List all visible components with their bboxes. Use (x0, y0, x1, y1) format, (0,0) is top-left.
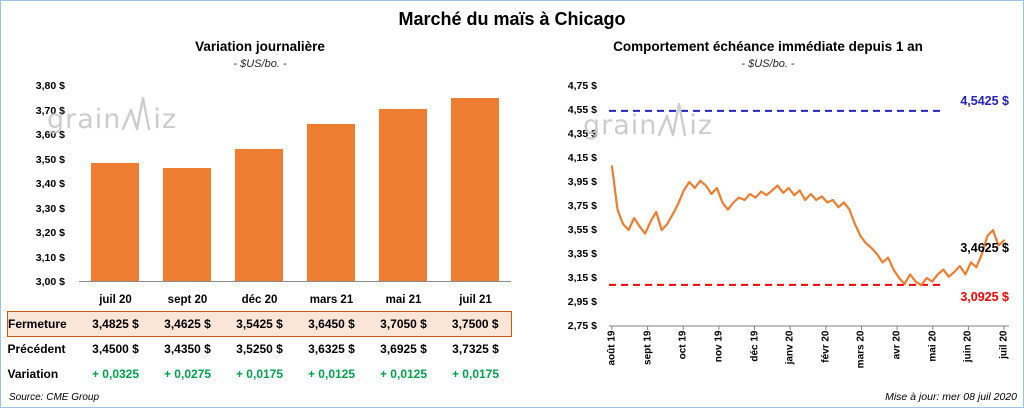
updated-note: Mise à jour: mer 08 juil 2020 (885, 391, 1017, 403)
bar-y-tick-label: 3,50 $ (35, 153, 65, 166)
month-label: juil 20 (998, 330, 1010, 359)
line-chart-x-axis: août 19 sept 19 oct 19 nov 19 déc 19 janv 20 f… (606, 330, 1010, 390)
month-label: nov 19 (713, 330, 725, 363)
line-chart-y-axis: 4,75 $ 4,55 $ 4,35 $ 4,15 $ 3,95 $ 3,75 $ 3,55… (517, 80, 603, 332)
bar-chart-y-axis: 3,80 $ 3,70 $ 3,60 $ 3,50 $ 3,40 $ 3,30 $ 3,20… (7, 80, 71, 288)
line-y-tick-label: 4,15 $ (567, 152, 597, 164)
bar-y-tick-label: 3,60 $ (35, 129, 65, 141)
line-y-tick-label: 3,95 $ (567, 176, 597, 188)
bar-chart-plot (79, 86, 511, 282)
table-value-cell: 3,7500 $ (439, 310, 512, 337)
table-value-cell: 3,4500 $ (92, 341, 139, 356)
table-value-cell: + 0,0275 (163, 366, 212, 381)
line-y-tick-label: 3,15 $ (567, 272, 597, 284)
line-chart-title: Comportement échéance immédiate depuis 1… (613, 39, 923, 54)
line-y-tick-label: 2,75 $ (567, 320, 597, 332)
bar-x-label: mars 21 (309, 294, 354, 307)
table-row-precedent: Précédent 3,4500 $ 3,4350 $ 3,5250 $ 3,6325 … (8, 336, 512, 361)
daily-variation-panel: Variation journalière - $US/bo. - 3,80 $… (7, 37, 513, 405)
month-label: oct 19 (677, 330, 689, 360)
bar-y-tick-label: 3,10 $ (35, 251, 65, 264)
table-value-cell: 3,7050 $ (367, 310, 440, 337)
table-value-cell: 3,6925 $ (380, 341, 427, 356)
table-value-cell: + 0,0125 (307, 366, 356, 381)
bar-cell (295, 86, 367, 281)
table-value-cell: + 0,0175 (235, 366, 284, 381)
table-row-fermeture: Fermeture 3,4825 $3,4625 $3,5425 $3,6450 … (7, 310, 512, 337)
line-y-tick-label: 3,55 $ (567, 224, 597, 236)
month-label: août 19 (606, 330, 618, 366)
table-value-cell: + 0,0325 (91, 366, 140, 381)
bar-chart-title: Variation journalière (195, 39, 325, 54)
table-value-cell: + 0,0125 (379, 366, 428, 381)
table-value-cell: 3,5250 $ (236, 341, 283, 356)
bar-cell (223, 86, 295, 281)
bar-x-label: déc 20 (241, 294, 278, 307)
bar-x-label: mai 21 (385, 294, 422, 307)
line-y-tick-label: 4,35 $ (567, 128, 597, 140)
line-chart-plot: 4,5425 $ 3,4625 $ 3,0925 $ août 19 sept 1… (607, 86, 1010, 368)
bar-y-tick-label: 3,00 $ (35, 276, 65, 288)
table-value-cell: 3,6450 $ (295, 310, 368, 337)
page-title: Marché du maïs à Chicago (398, 9, 626, 29)
bar (235, 148, 283, 281)
table-value-cell: + 0,0175 (451, 366, 500, 381)
price-table: juil 20 sept 20 déc 20 mars 21 mai 21 juil 21… (7, 290, 512, 386)
month-label: déc 19 (749, 330, 761, 362)
table-row-variation: Variation + 0,0325 + 0,0275 + 0,0175 + 0,012… (8, 361, 512, 386)
bar-y-tick-label: 3,30 $ (35, 202, 65, 215)
row-label: Fermeture (7, 310, 80, 337)
month-label: avr 20 (891, 330, 903, 360)
bar-chart-subtitle: - $US/bo. - (233, 58, 287, 70)
line-chart: 4,75 $ 4,55 $ 4,35 $ 4,15 $ 3,95 $ 3,75 $ 3,55… (517, 80, 1019, 388)
bar-y-tick-label: 3,70 $ (35, 104, 65, 117)
price-line-svg (609, 109, 1009, 330)
bar (451, 98, 499, 281)
month-label: janv 20 (784, 330, 796, 365)
bar (163, 168, 211, 281)
table-corner-cell (8, 290, 80, 311)
bar (307, 123, 355, 281)
month-label: mai 20 (927, 330, 939, 362)
price-line (610, 165, 1006, 287)
bar-cell (439, 86, 511, 281)
one-year-panel: Comportement échéance immédiate depuis 1… (517, 37, 1019, 405)
source-note: Source: CME Group (9, 392, 100, 403)
bar-cell (367, 86, 439, 281)
line-y-tick-label: 4,75 $ (567, 80, 597, 92)
last-price-label: 3,4625 $ (960, 240, 1009, 255)
table-value-cell: 3,4825 $ (79, 310, 152, 337)
year-low-label: 3,0925 $ (960, 289, 1009, 304)
row-label: Précédent (7, 341, 66, 356)
bar-x-label: juil 21 (459, 294, 492, 307)
bar-y-tick-label: 3,20 $ (35, 227, 65, 239)
bar-chart: 3,80 $ 3,70 $ 3,60 $ 3,50 $ 3,40 $ 3,30 $ 3,20… (7, 80, 513, 288)
month-label: juin 20 (962, 330, 974, 363)
line-y-tick-label: 3,75 $ (567, 200, 597, 212)
table-value-cell: 3,5425 $ (223, 310, 296, 337)
bar (91, 163, 139, 281)
table-value-cell: 3,6325 $ (308, 341, 355, 356)
bar-cell (79, 86, 151, 281)
line-y-tick-label: 3,35 $ (567, 248, 597, 260)
bar-cell (151, 86, 223, 281)
table-value-cell: 3,4350 $ (164, 341, 211, 356)
row-label: Variation (7, 366, 59, 381)
bar-x-label: juil 20 (99, 294, 132, 307)
line-y-tick-label: 4,55 $ (567, 104, 597, 116)
bar (379, 109, 427, 281)
bar-x-label: sept 20 (167, 294, 208, 307)
month-label: févr 20 (820, 330, 832, 363)
table-value-cell: 3,7325 $ (452, 341, 499, 356)
month-label: mars 20 (855, 330, 867, 369)
line-y-tick-label: 2,95 $ (567, 296, 597, 308)
bar-y-tick-label: 3,80 $ (35, 80, 65, 92)
table-value-cell: 3,4625 $ (151, 310, 224, 337)
bar-x-axis-row: juil 20 sept 20 déc 20 mars 21 mai 21 juil 21 (8, 290, 512, 311)
month-label: sept 19 (642, 330, 654, 365)
line-chart-subtitle: - $US/bo. - (741, 58, 795, 70)
year-high-label: 4,5425 $ (960, 93, 1009, 108)
bar-y-tick-label: 3,40 $ (35, 178, 65, 190)
